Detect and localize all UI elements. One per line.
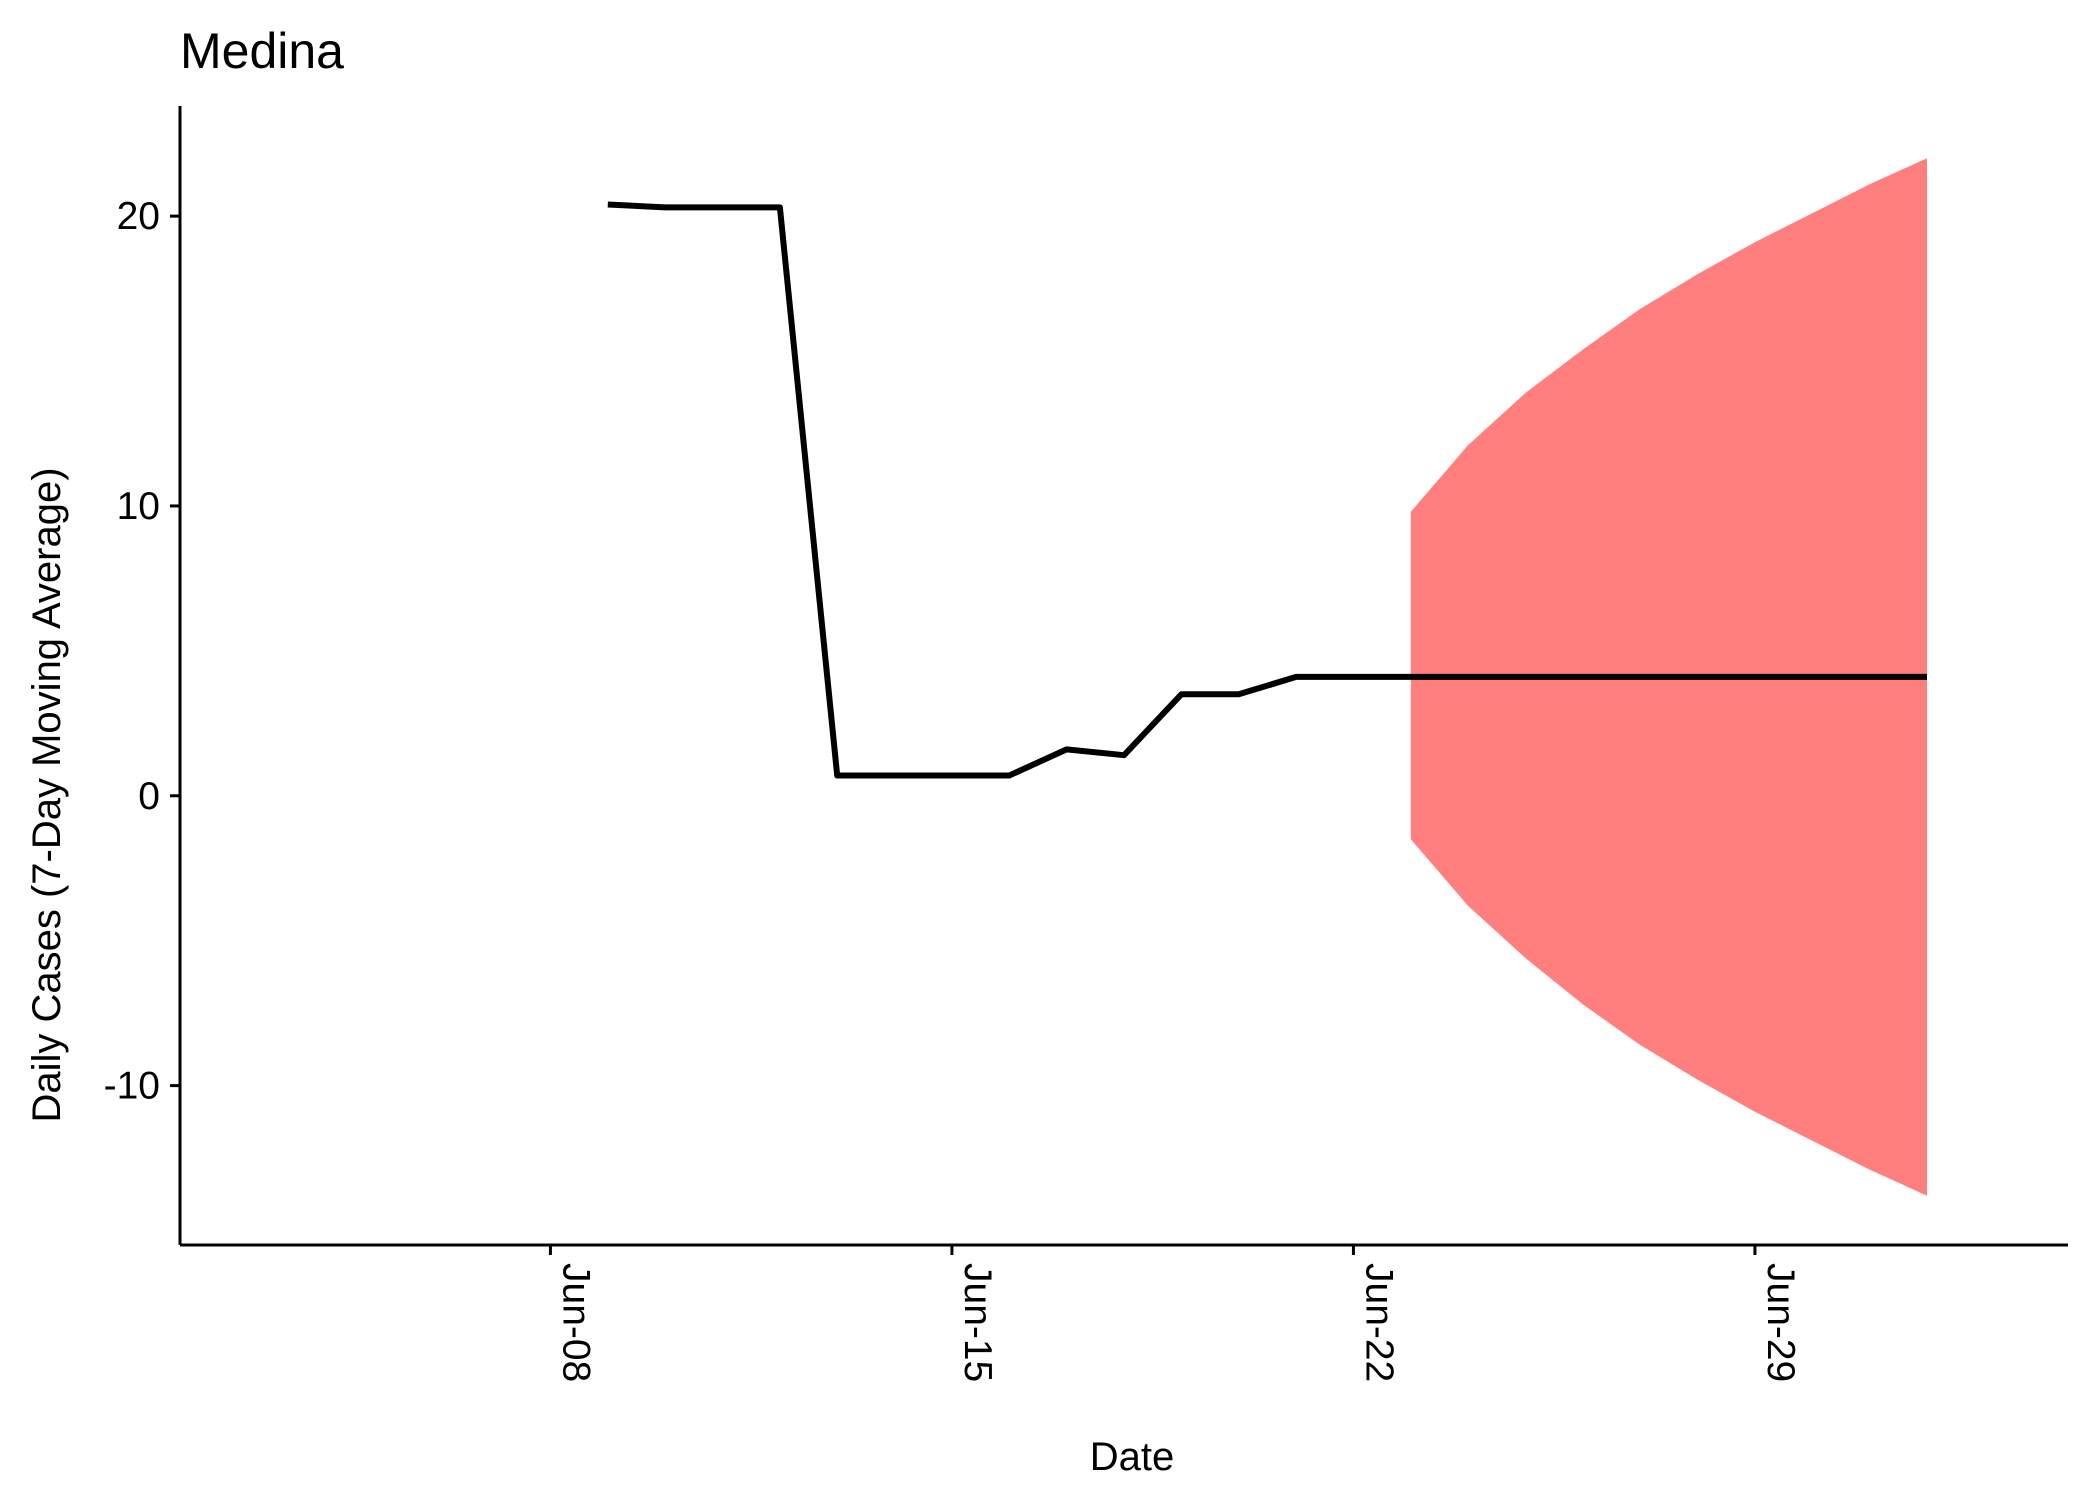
y-axis-title: Daily Cases (7-Day Moving Average) [25, 467, 69, 1122]
x-axis-ticks: Jun-08 Jun-15 Jun-22 Jun-29 [548, 1245, 1802, 1382]
x-tick-label: Jun-29 [1759, 1263, 1802, 1382]
x-tick-label: Jun-08 [554, 1263, 597, 1382]
y-tick-label: 20 [117, 195, 160, 238]
y-tick-label: -10 [104, 1065, 160, 1108]
series-line-0 [607, 201, 1927, 779]
series-layer [607, 201, 1927, 779]
y-tick-label: 10 [117, 485, 160, 528]
y-axis-ticks: -10 0 10 20 [104, 195, 180, 1108]
chart-title: Medina [180, 23, 344, 79]
x-axis-title: Date [1090, 1435, 1175, 1479]
y-tick-label: 0 [138, 775, 160, 818]
x-tick-label: Jun-15 [956, 1263, 999, 1382]
x-tick-label: Jun-22 [1357, 1263, 1400, 1382]
